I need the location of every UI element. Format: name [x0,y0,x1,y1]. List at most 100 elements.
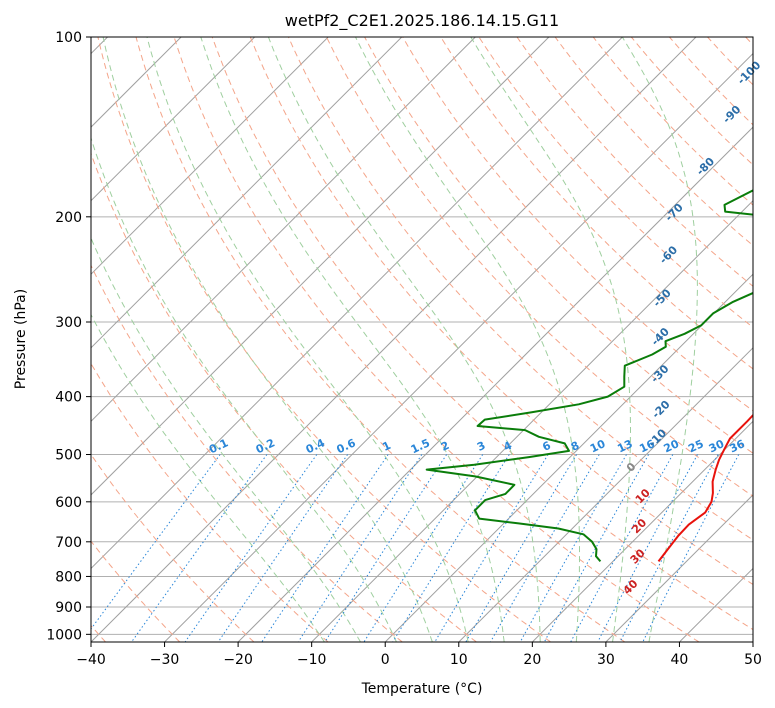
isotherm--50 [91,37,623,570]
isotherm--10 [311,199,753,642]
mixing-ratio-label: 0.1 [207,436,230,456]
dry-adiabat-160 [630,37,753,166]
height-label: -70 [663,201,686,224]
y-tick-label: 100 [55,30,82,46]
dry-adiabat-90 [364,37,753,454]
zero-label: 0 [624,460,639,475]
mixing-ratio-line-0.6 [217,454,349,642]
dry-adiabat-200 [771,24,775,642]
mixing-ratio-line-16 [543,454,650,642]
height-label: -20 [649,398,672,421]
mixing-ratio-label: 16 [637,437,657,455]
x-tick-label: 0 [381,652,390,668]
y-tick-label: 400 [55,390,82,406]
moist-adiabat-10 [146,37,469,642]
dry-adiabat-190 [744,37,753,46]
mixing-ratio-label: 20 [662,437,682,455]
isotherm-50 [752,641,753,642]
isotherm--30 [164,52,753,642]
x-axis: −40 −30 −20 −10 0 10 20 30 40 50 [76,642,762,668]
moist-adiabat-30 [470,37,631,642]
x-tick-label: 50 [744,652,762,668]
y-tick-label: 900 [55,600,82,616]
positive-height-label: 40 [621,577,641,597]
isotherm--70 [91,37,476,423]
moist-adiabat-25 [355,37,580,642]
mixing-ratio-label: 36 [728,437,748,455]
x-tick-label: 30 [597,652,615,668]
isotherm--20 [237,126,753,642]
mixing-ratio-label: 8 [569,439,581,454]
mixing-ratio-line-4 [392,454,510,642]
x-tick-label: −40 [76,652,106,668]
x-tick-label: −10 [297,652,327,668]
positive-height-label: 30 [628,546,648,566]
mixing-ratio-line-6 [434,454,549,642]
plot-frame [90,36,754,643]
x-tick-label: 20 [523,652,541,668]
positive-height-label: 20 [629,516,649,536]
dry-adiabat-100 [402,37,753,412]
dry-adiabat-170 [668,37,753,126]
mixing-ratio-line-25 [597,454,698,642]
x-tick-label: −30 [150,652,180,668]
y-tick-label: 500 [55,448,82,464]
mixing-ratio-line-10 [490,454,600,642]
mixing-ratio-label: 30 [707,437,727,455]
moist-adiabat-0 [91,136,397,642]
mixing-ratio-label: 3 [475,439,487,454]
isotherm--60 [91,37,550,496]
mixing-ratio-line-2 [324,454,448,642]
mixing-ratio-label: 0.6 [335,436,358,456]
moist-adiabat-20 [267,37,541,642]
mixing-ratio-label: 0.2 [254,436,277,456]
temperature-profile-line [657,413,753,563]
moist-adiabat--5 [91,236,361,642]
moist-adiabat-15 [200,37,505,642]
mixing-ratio-line-0.4 [184,454,318,642]
height-label: -50 [651,286,674,309]
x-tick-label: −20 [223,652,253,668]
background-lines [91,24,775,642]
chart-title: wetPf2_C2E1.2025.186.14.15.G11 [285,11,559,31]
dry-adiabat-60 [249,37,753,585]
isotherm--80 [91,37,403,349]
isotherm-0 [384,273,753,642]
x-tick-label: 10 [450,652,468,668]
mixing-ratio-label: 13 [615,437,634,455]
mixing-ratio-line-13 [519,454,627,642]
dry-adiabat-50 [211,37,753,631]
y-tick-label: 700 [55,535,82,551]
profile-series [425,189,753,563]
isotherm--100 [91,37,256,202]
isotherm-20 [531,420,753,642]
mixing-ratio-label: 25 [686,437,705,455]
mixing-ratio-line-3 [363,454,484,642]
moist-adiabat-5 [102,37,433,642]
dry-adiabat-40 [173,37,700,642]
height-label: -90 [720,103,743,126]
dry-adiabat-30 [135,37,626,642]
mixing-ratio-label: 1.5 [409,436,432,456]
moist-adiabat-35 [621,37,698,642]
isotherm-10 [458,347,753,642]
plot-area: 0.1 0.2 0.4 0.6 1 1.5 2 3 4 6 8 10 13 16 20 25 30 36-100-… [90,24,775,643]
isotherm-40 [679,567,753,642]
mixing-ratio-line-1.5 [297,454,423,642]
y-tick-label: 300 [55,315,82,331]
dewpoint-profile-line [425,189,753,563]
mixing-ratio-line-36 [642,454,740,642]
x-axis-label: Temperature (°C) [361,681,483,697]
x-tick-label: 40 [671,652,689,668]
y-tick-label: 800 [55,569,82,585]
y-axis-label: Pressure (hPa) [13,289,29,389]
mixing-ratio-line-0.1 [91,454,221,630]
y-tick-label: 1000 [46,627,82,643]
dry-adiabat-20 [97,37,551,642]
height-label: -30 [648,362,671,385]
mixing-ratio-line-1 [261,454,389,642]
mixing-ratio-line-30 [619,454,719,642]
mixing-ratio-line-0.2 [131,454,268,642]
moist-adiabat--10 [91,313,325,642]
